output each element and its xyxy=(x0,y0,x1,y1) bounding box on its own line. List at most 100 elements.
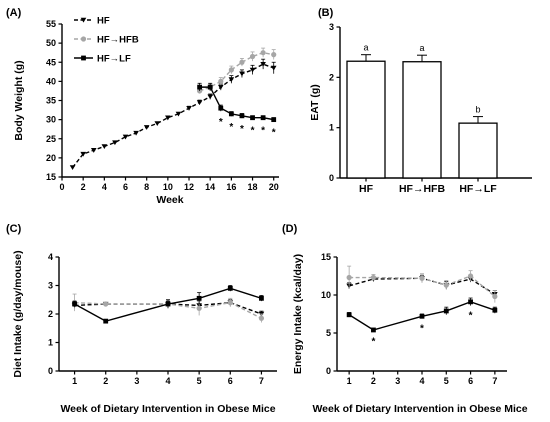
data-point xyxy=(260,61,266,67)
y-tick-label: 50 xyxy=(46,38,56,48)
x-tick-label: HF→HFB xyxy=(399,183,445,195)
x-tick-label: 6 xyxy=(123,182,128,192)
x-tick-label: 7 xyxy=(259,376,264,386)
x-axis-title: Week xyxy=(156,194,183,206)
x-tick-label: 3 xyxy=(395,376,400,386)
data-point xyxy=(103,318,109,324)
y-tick-label: 2 xyxy=(329,72,334,82)
data-point xyxy=(143,125,150,130)
x-tick-label: 1 xyxy=(72,376,77,386)
x-axis-title: Week of Dietary Intervention in Obese Mi… xyxy=(60,403,275,415)
data-point xyxy=(370,274,377,281)
x-tick-label: 7 xyxy=(492,376,497,386)
data-point xyxy=(207,94,213,100)
series-hf-lf xyxy=(197,82,277,123)
panel-label-d: (D) xyxy=(282,223,298,235)
panel-a-body-weight-chart: (A) 15 20 25 30 35 40 45 50 55 0 2 4 6 8 10 12 14 16 18 20 We… xyxy=(6,7,279,206)
x-tick-label: 2 xyxy=(371,376,376,386)
data-point xyxy=(165,301,171,307)
data-point xyxy=(228,111,234,117)
significance-letter: a xyxy=(363,43,368,53)
x-tick-label: 20 xyxy=(269,182,279,192)
x-tick-label: 6 xyxy=(468,376,473,386)
data-point xyxy=(154,121,161,127)
significance-star: * xyxy=(420,324,424,335)
x-tick-label: 3 xyxy=(134,376,139,386)
y-axis-title: Energy Intake (kcal/day) xyxy=(292,254,304,374)
significance-star: * xyxy=(371,336,375,347)
panel-c-diet-intake-chart: (C) 0 1 2 3 4 1 2 3 4 5 6 7 Week of Dietary Intervent… xyxy=(6,223,277,415)
y-tick-label: 2 xyxy=(48,309,53,319)
y-tick-label: 1 xyxy=(48,338,53,348)
x-tick-label: 4 xyxy=(419,376,424,386)
x-tick-label: 16 xyxy=(226,182,236,192)
bar xyxy=(346,60,386,179)
data-point xyxy=(165,115,171,121)
data-point xyxy=(197,84,203,90)
legend-marker xyxy=(80,17,87,23)
y-tick-label: 0 xyxy=(326,366,331,376)
data-point xyxy=(492,293,498,300)
legend-label: HF xyxy=(97,16,110,27)
x-tick-label: 8 xyxy=(144,182,149,192)
data-point xyxy=(260,115,266,121)
data-point xyxy=(419,275,425,281)
data-point xyxy=(443,282,449,288)
series-hf-lf xyxy=(346,297,498,333)
data-point xyxy=(175,111,182,117)
panel-b-eat-bar-chart: (B) 0 1 2 3 EAT (g) a HF a HF→HFB b HF→LF xyxy=(309,7,532,195)
series-line xyxy=(74,287,262,322)
y-tick-label: 0 xyxy=(329,173,334,183)
x-tick-label: 6 xyxy=(228,376,233,386)
data-point xyxy=(270,65,277,71)
significance-star: * xyxy=(261,126,265,137)
panel-d-energy-intake-chart: (D) 0 5 10 15 1 2 3 4 5 6 7 Week of Dietary Interven… xyxy=(282,223,528,415)
significance-letter: b xyxy=(475,105,480,115)
y-tick-label: 0 xyxy=(48,366,53,376)
data-point xyxy=(122,134,129,140)
x-tick-label: HF→LF xyxy=(459,183,497,195)
y-tick-label: 4 xyxy=(48,252,53,262)
data-point xyxy=(346,312,352,318)
x-tick-label: 12 xyxy=(184,182,194,192)
y-tick-label: 45 xyxy=(46,57,56,67)
significance-star: * xyxy=(240,124,244,135)
y-tick-label: 15 xyxy=(46,172,56,182)
legend-label: HF→HFB xyxy=(97,35,139,46)
y-tick-label: 3 xyxy=(329,22,334,32)
data-point xyxy=(228,67,234,73)
data-point xyxy=(371,327,376,333)
data-point xyxy=(103,301,109,307)
x-tick-label: 5 xyxy=(444,376,449,386)
data-point xyxy=(468,299,473,305)
series-hf xyxy=(69,58,277,171)
panel-label-b: (B) xyxy=(318,7,334,19)
y-tick-label: 35 xyxy=(46,96,56,106)
data-point xyxy=(443,308,449,314)
legend: HF HF→HFB HF→LF xyxy=(74,16,139,65)
bar xyxy=(402,61,442,179)
data-point xyxy=(346,274,352,281)
data-point xyxy=(80,151,86,157)
data-point xyxy=(101,144,108,149)
y-axis-title: Diet Intake (g/day/mouse) xyxy=(12,250,24,377)
data-point xyxy=(69,165,76,171)
y-tick-label: 3 xyxy=(48,281,53,291)
x-tick-label: 5 xyxy=(197,376,202,386)
data-point xyxy=(239,59,245,65)
series-hf-hfb xyxy=(346,265,498,303)
data-point xyxy=(467,273,474,279)
series-line xyxy=(349,275,496,298)
y-axis-title: Body Weight (g) xyxy=(13,60,25,140)
data-point xyxy=(186,105,192,111)
significance-star: * xyxy=(251,126,255,137)
data-point xyxy=(90,148,97,153)
y-tick-label: 30 xyxy=(46,115,56,125)
data-point xyxy=(249,67,256,73)
y-axis-title: EAT (g) xyxy=(309,84,321,121)
data-point xyxy=(217,84,224,90)
data-point xyxy=(250,115,255,121)
legend-label: HF→LF xyxy=(97,54,131,65)
data-point xyxy=(227,285,233,291)
